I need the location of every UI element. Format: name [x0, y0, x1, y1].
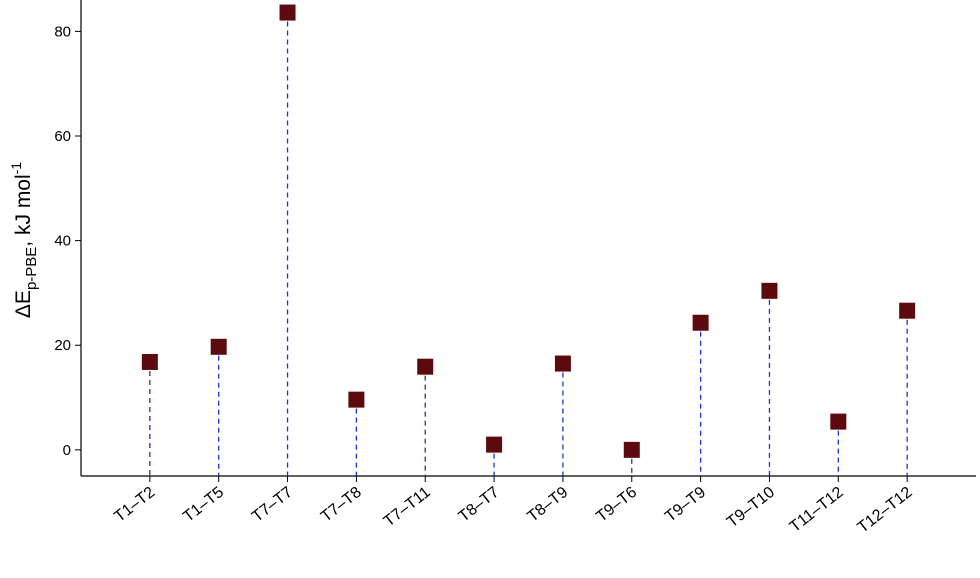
y-title-main: ΔE — [12, 290, 35, 318]
y-title-sub: p-PBE — [23, 247, 40, 290]
marker — [279, 4, 296, 21]
marker — [210, 338, 227, 355]
x-tick-label: T7–T8 — [318, 484, 365, 526]
x-tick-label: T1–T2 — [111, 484, 158, 526]
y-tick-label: 20 — [54, 337, 71, 354]
x-tick-label: T12–T12 — [855, 484, 916, 537]
x-tick-label: T9–T6 — [593, 484, 640, 526]
marker — [692, 314, 709, 331]
x-tick-label: T11–T12 — [787, 484, 847, 536]
marker — [554, 355, 571, 372]
x-tick-label: T8–T7 — [456, 484, 503, 526]
marker — [761, 282, 778, 299]
x-tick-label: T7–T7 — [249, 484, 296, 526]
x-tick-label: T8–T9 — [524, 484, 571, 526]
y-tick-label: 80 — [54, 23, 71, 40]
x-tick-label: T7–T11 — [381, 484, 434, 531]
marker — [141, 353, 158, 370]
marker — [899, 302, 916, 319]
y-tick-label: 0 — [63, 442, 71, 459]
x-tick-label: T9–T10 — [724, 484, 778, 531]
marker — [623, 441, 640, 458]
marker — [348, 391, 365, 408]
x-tick-label: T9–T9 — [662, 484, 709, 526]
y-tick-label: 40 — [54, 233, 71, 250]
x-tick-label: T1–T5 — [180, 484, 227, 526]
y-title-rest: , kJ mol — [12, 174, 35, 246]
y-tick-label: 60 — [54, 128, 71, 145]
marker — [417, 358, 434, 375]
marker — [486, 436, 503, 453]
y-title-sup: -1 — [8, 162, 24, 175]
y-axis-title: ΔEp-PBE, kJ mol-1 — [8, 162, 40, 318]
marker — [830, 413, 847, 430]
